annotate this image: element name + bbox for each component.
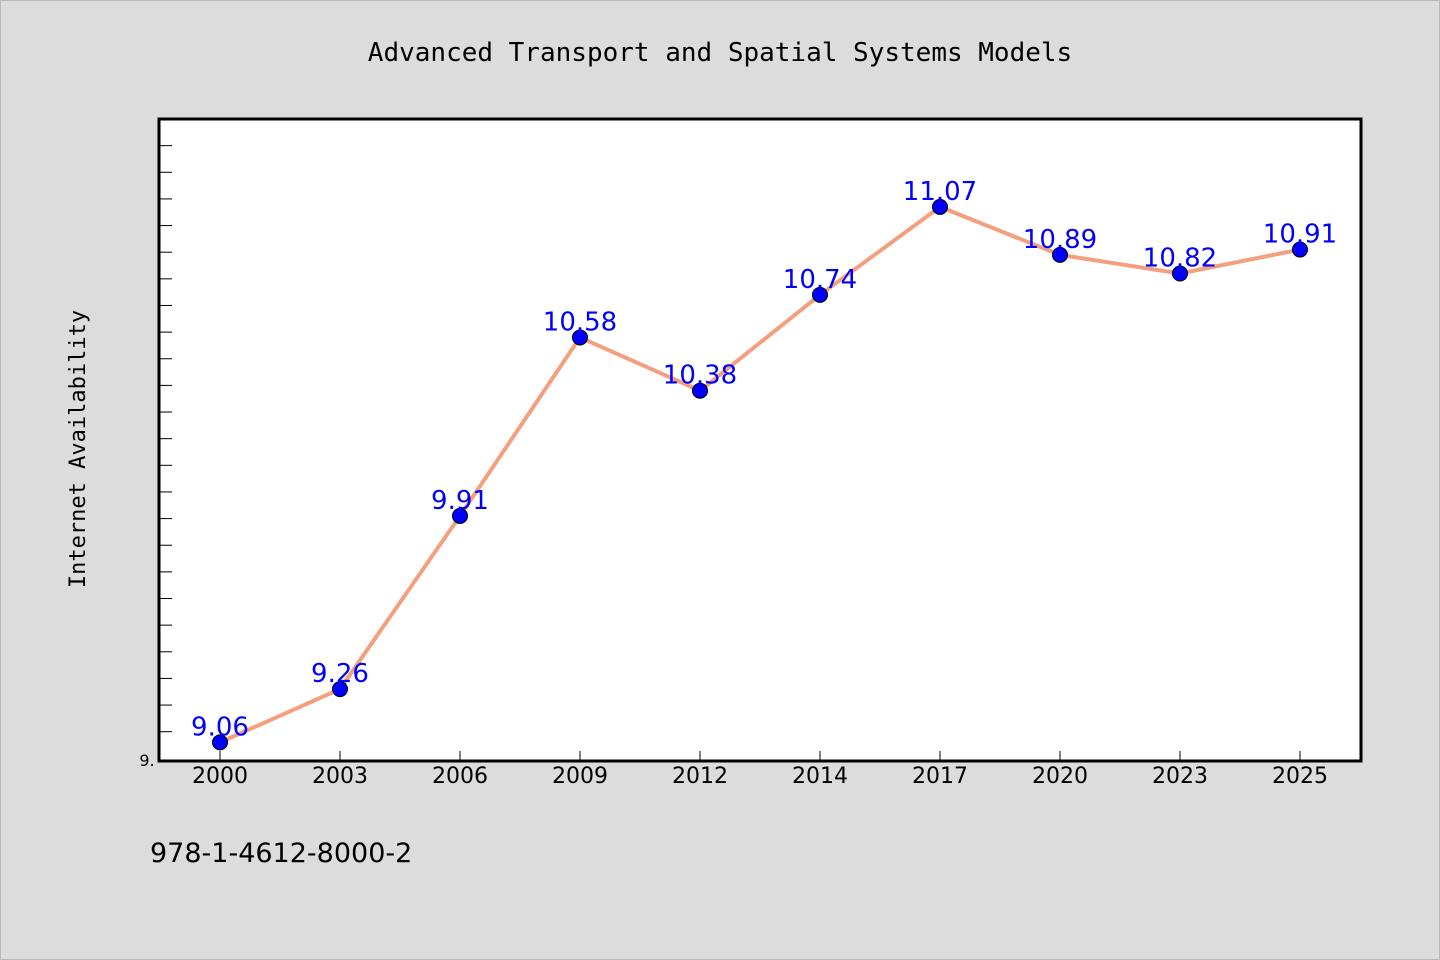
- isbn-text: 978-1-4612-8000-2: [150, 838, 412, 869]
- series-line: [218, 204, 1302, 745]
- data-label: 10.91: [1263, 220, 1337, 250]
- x-tick-label: 2017: [912, 764, 968, 789]
- x-tick-label: 2003: [312, 764, 368, 789]
- data-label: 10.82: [1143, 244, 1217, 274]
- x-tick-label: 2009: [552, 764, 608, 789]
- data-point: [1052, 246, 1068, 263]
- chart-title: Advanced Transport and Spatial Systems M…: [368, 38, 1072, 68]
- x-ticks: 2000 2003 2006 2009 2012 2014 2017 2020 2023 2025: [192, 751, 1328, 789]
- data-point: [332, 681, 348, 698]
- x-tick-label: 2006: [432, 764, 488, 789]
- data-point: [212, 734, 228, 751]
- series-group: 9.06 9.26 9.91 10.58 10.38 10.74 11.07 10.89 10.…: [191, 177, 1337, 751]
- data-point: [1172, 265, 1188, 282]
- data-label: 11.07: [903, 177, 977, 207]
- data-label: 9.91: [431, 486, 489, 516]
- data-point: [572, 329, 588, 346]
- data-label: 10.38: [663, 361, 737, 391]
- data-point: [1292, 241, 1308, 258]
- y-tick-label: 9.: [139, 751, 154, 770]
- data-label: 9.06: [191, 712, 249, 742]
- data-label: 10.89: [1023, 225, 1097, 255]
- data-point: [932, 198, 948, 215]
- data-point: [692, 382, 708, 399]
- x-tick-label: 2023: [1152, 764, 1208, 789]
- x-tick-label: 2020: [1032, 764, 1088, 789]
- plot-area: [157, 117, 1363, 763]
- y-axis-label: Internet Availability: [66, 310, 91, 588]
- data-point: [812, 286, 828, 303]
- data-point: [452, 507, 468, 524]
- data-label: 10.74: [783, 265, 857, 295]
- x-tick-label: 2000: [192, 764, 248, 789]
- x-tick-label: 2025: [1272, 764, 1328, 789]
- data-label: 10.58: [543, 307, 617, 337]
- x-tick-label: 2014: [792, 764, 848, 789]
- x-tick-label: 2012: [672, 764, 728, 789]
- y-ticks: [159, 145, 172, 733]
- data-label: 9.26: [311, 659, 369, 689]
